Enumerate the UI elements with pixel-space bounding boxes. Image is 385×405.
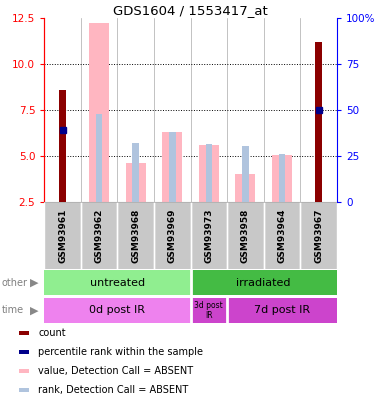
- Bar: [117, 18, 154, 202]
- Bar: [242, 146, 249, 202]
- Bar: [154, 202, 191, 269]
- Text: 0d post IR: 0d post IR: [89, 305, 146, 315]
- Bar: [19, 350, 29, 354]
- Bar: [96, 114, 102, 202]
- Bar: [19, 388, 29, 392]
- Bar: [206, 144, 212, 202]
- Bar: [132, 143, 139, 202]
- Text: percentile rank within the sample: percentile rank within the sample: [38, 347, 203, 357]
- Bar: [315, 42, 322, 202]
- Text: GSM93973: GSM93973: [204, 208, 213, 263]
- Bar: [59, 90, 66, 202]
- Bar: [264, 202, 300, 269]
- Text: untreated: untreated: [90, 278, 145, 288]
- Bar: [227, 202, 264, 269]
- Bar: [126, 163, 146, 202]
- Bar: [227, 18, 264, 202]
- Bar: [191, 298, 227, 323]
- Text: GSM93968: GSM93968: [131, 208, 140, 263]
- Text: GSM93958: GSM93958: [241, 208, 250, 263]
- Text: GSM93962: GSM93962: [95, 208, 104, 263]
- Bar: [227, 298, 337, 323]
- Text: other: other: [2, 278, 28, 288]
- Bar: [19, 331, 29, 335]
- Bar: [264, 18, 300, 202]
- Bar: [81, 202, 117, 269]
- Text: GSM93961: GSM93961: [58, 208, 67, 263]
- Text: GSM93967: GSM93967: [314, 208, 323, 263]
- Bar: [89, 23, 109, 202]
- Bar: [191, 18, 227, 202]
- Text: count: count: [38, 328, 66, 338]
- Bar: [191, 270, 337, 295]
- Bar: [300, 18, 337, 202]
- Text: GSM93964: GSM93964: [278, 208, 286, 263]
- Bar: [191, 202, 227, 269]
- Text: 7d post IR: 7d post IR: [254, 305, 310, 315]
- Bar: [162, 132, 182, 202]
- Text: time: time: [2, 305, 24, 315]
- Bar: [44, 18, 81, 202]
- Bar: [279, 154, 285, 202]
- Bar: [300, 202, 337, 269]
- Bar: [19, 369, 29, 373]
- Text: irradiated: irradiated: [236, 278, 291, 288]
- Bar: [199, 145, 219, 202]
- Title: GDS1604 / 1553417_at: GDS1604 / 1553417_at: [113, 4, 268, 17]
- Bar: [235, 175, 256, 202]
- Text: GSM93969: GSM93969: [168, 208, 177, 263]
- Bar: [117, 202, 154, 269]
- Bar: [81, 18, 117, 202]
- Text: value, Detection Call = ABSENT: value, Detection Call = ABSENT: [38, 366, 193, 376]
- Text: 3d post
IR: 3d post IR: [194, 301, 223, 320]
- Bar: [44, 202, 81, 269]
- Bar: [44, 270, 191, 295]
- Bar: [272, 155, 292, 202]
- Bar: [44, 298, 191, 323]
- Text: ▶: ▶: [30, 305, 38, 315]
- Text: rank, Detection Call = ABSENT: rank, Detection Call = ABSENT: [38, 385, 188, 395]
- Bar: [169, 132, 176, 202]
- Text: ▶: ▶: [30, 278, 38, 288]
- Bar: [154, 18, 191, 202]
